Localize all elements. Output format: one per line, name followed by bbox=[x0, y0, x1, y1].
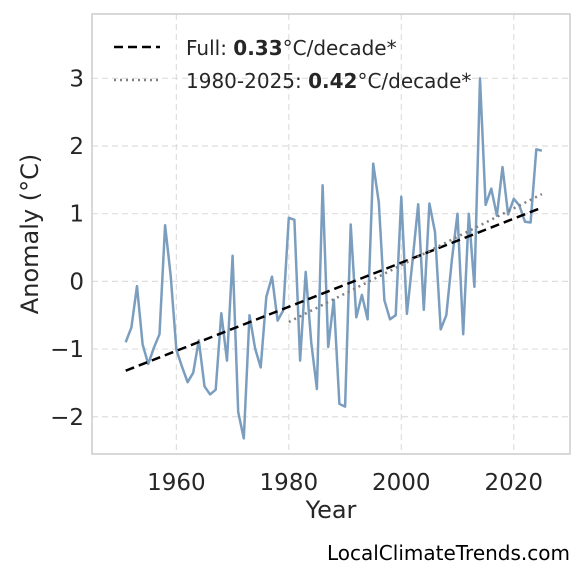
legend: Full: 0.33°C/decade* 1980-2025: 0.42°C/d… bbox=[114, 36, 471, 93]
anomaly-series-line bbox=[124, 77, 543, 440]
x-axis-label: Year bbox=[305, 496, 357, 524]
y-tick-label: −2 bbox=[50, 405, 84, 431]
y-tick-label: 1 bbox=[69, 202, 84, 228]
x-tick-label: 2020 bbox=[484, 470, 543, 496]
plot-frame bbox=[91, 13, 571, 455]
series-layer bbox=[124, 77, 543, 440]
y-tick-label: −1 bbox=[50, 337, 84, 363]
full-trend-line bbox=[125, 206, 543, 372]
y-tick-label: 3 bbox=[69, 66, 84, 92]
x-tick-label: 1960 bbox=[147, 470, 206, 496]
y-tick-label: 0 bbox=[69, 269, 84, 295]
legend-full-trend-label: Full: 0.33°C/decade* bbox=[186, 36, 397, 60]
x-tick-label: 1980 bbox=[260, 470, 319, 496]
y-tick-label: 2 bbox=[69, 134, 84, 160]
y-axis-ticks: −2 −1 0 1 2 3 bbox=[50, 66, 84, 430]
y-axis-label: Anomaly (°C) bbox=[16, 154, 44, 314]
site-credit: LocalClimateTrends.com bbox=[327, 541, 570, 565]
x-axis-ticks: 1960 1980 2000 2020 bbox=[147, 470, 543, 496]
x-tick-label: 2000 bbox=[372, 470, 431, 496]
legend-recent-trend-label: 1980-2025: 0.42°C/decade* bbox=[186, 69, 471, 93]
